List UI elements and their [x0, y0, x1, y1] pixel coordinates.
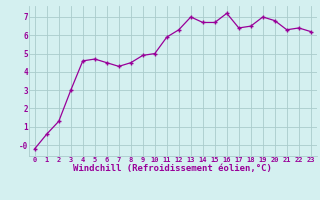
X-axis label: Windchill (Refroidissement éolien,°C): Windchill (Refroidissement éolien,°C) — [73, 164, 272, 173]
